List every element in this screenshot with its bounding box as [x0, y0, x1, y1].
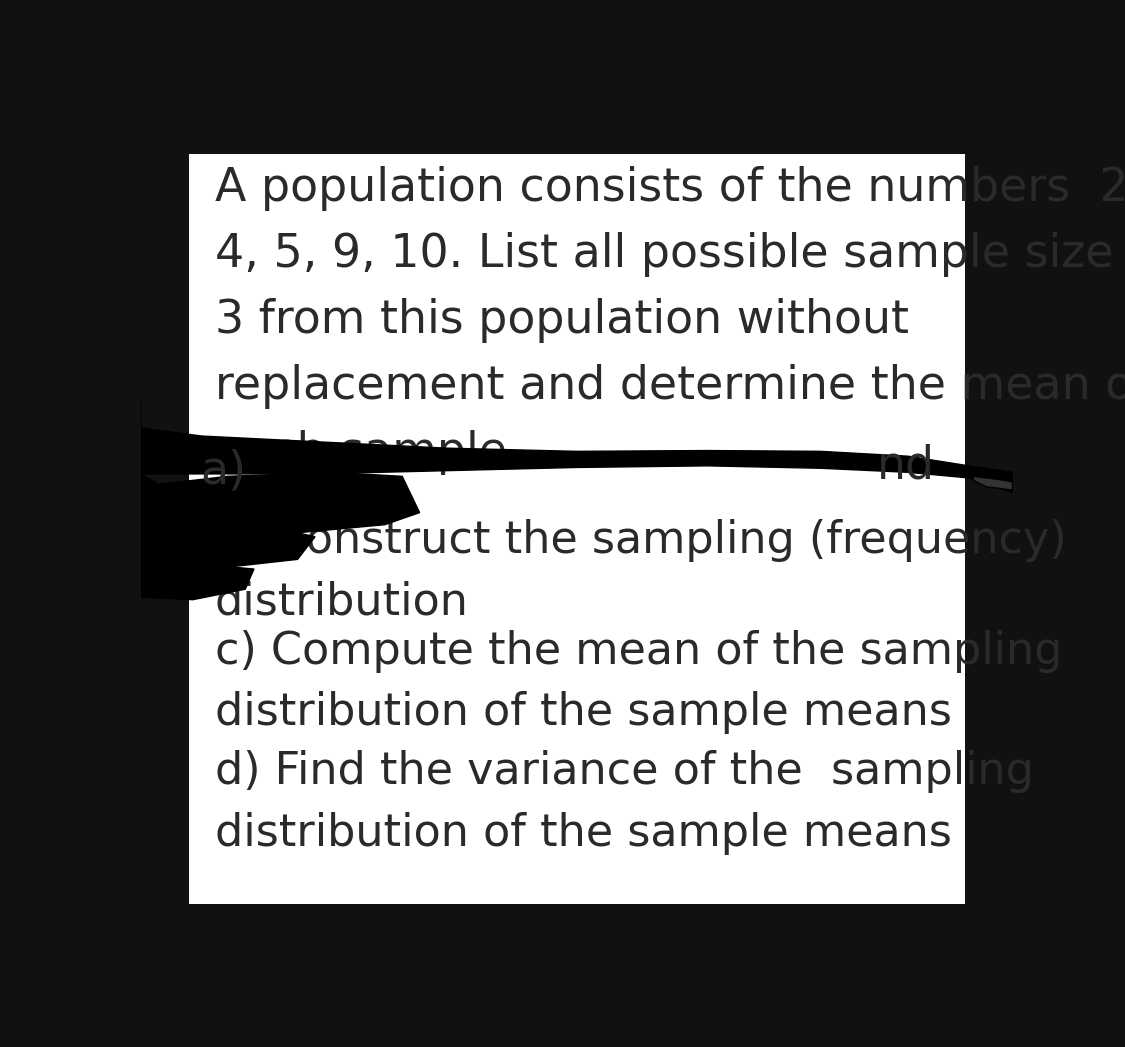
Text: b) Construct the sampling (frequency)
distribution: b) Construct the sampling (frequency) di…	[215, 519, 1066, 624]
Polygon shape	[141, 400, 1012, 492]
Polygon shape	[141, 529, 315, 570]
Polygon shape	[141, 428, 420, 537]
Bar	[189, 154, 964, 904]
Polygon shape	[973, 476, 1012, 490]
Text: c) Compute the mean of the sampling
distribution of the sample means: c) Compute the mean of the sampling dist…	[215, 629, 1062, 734]
Text: d) Find the variance of the  sampling
distribution of the sample means: d) Find the variance of the sampling dis…	[215, 751, 1034, 855]
Polygon shape	[141, 565, 254, 600]
Text: A population consists of the numbers  2,
4, 5, 9, 10. List all possible sample s: A population consists of the numbers 2, …	[215, 166, 1125, 475]
Text: a): a)	[200, 448, 246, 493]
Text: nd: nd	[878, 443, 935, 488]
